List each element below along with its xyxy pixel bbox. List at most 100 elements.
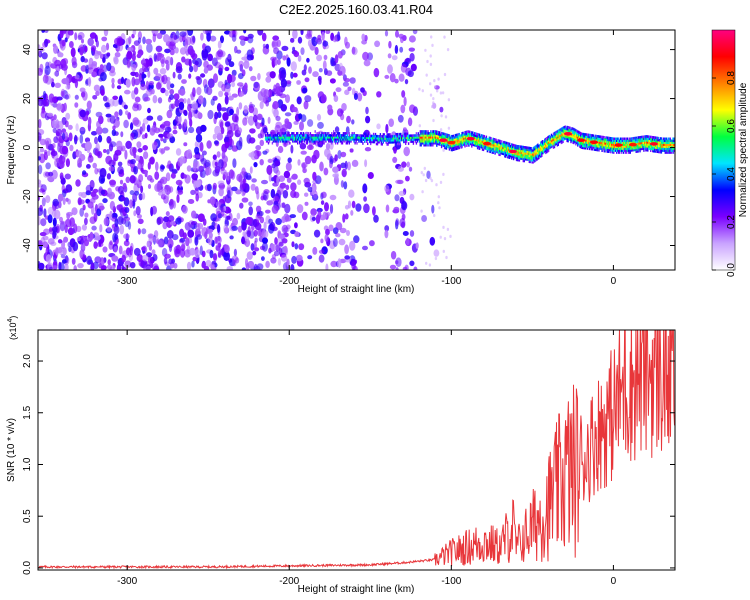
noise-dot	[444, 115, 448, 119]
ridge-cell	[333, 130, 335, 133]
ridge-cell	[445, 141, 448, 144]
noise-blob	[307, 186, 314, 193]
ridge-cell	[615, 149, 617, 152]
ridge-cell	[405, 134, 407, 138]
noise-blob	[307, 119, 314, 127]
ridge-cell	[570, 128, 572, 132]
ridge-cell	[479, 143, 482, 147]
noise-blob	[255, 213, 261, 221]
snr-plot-area	[38, 330, 675, 570]
ridge-cell	[526, 150, 528, 153]
ridge-cell	[413, 134, 416, 137]
ridge-cell	[652, 149, 654, 153]
ridge-cell	[391, 139, 393, 142]
ridge-hotspot	[649, 142, 658, 146]
ridge-cell	[558, 134, 560, 138]
ridge-cell	[609, 146, 611, 150]
noise-blob	[313, 149, 320, 160]
ridge-cell	[584, 141, 587, 144]
ridge-cell	[297, 134, 299, 137]
noise-blob	[209, 249, 214, 259]
ridge-cell	[536, 152, 538, 155]
noise-blob	[389, 264, 397, 270]
noise-blob	[246, 251, 253, 260]
ridge-cell	[365, 136, 367, 140]
noise-blob	[324, 148, 331, 158]
ridge-cell	[315, 136, 317, 139]
ridge-cell	[610, 148, 612, 152]
ridge-cell	[542, 141, 544, 145]
ridge-cell	[623, 145, 626, 148]
ridge-cell	[421, 136, 423, 139]
ridge-cell	[427, 134, 429, 137]
ridge-cell	[643, 137, 645, 140]
noise-blob	[426, 170, 431, 179]
ridge-cell	[582, 146, 584, 150]
ridge-cell	[648, 141, 650, 144]
ridge-cell	[440, 131, 443, 135]
ridge-cell	[653, 138, 655, 141]
ridge-cell	[286, 136, 288, 139]
ridge-cell	[475, 144, 477, 147]
ridge-cell	[294, 140, 296, 143]
ridge-cell	[503, 146, 505, 150]
noise-blob	[183, 142, 188, 147]
ridge-cell	[511, 143, 513, 146]
ridge-cell	[338, 134, 341, 137]
ridge-cell	[466, 144, 468, 147]
ridge-cell	[670, 147, 672, 150]
noise-blob	[283, 170, 291, 179]
ridge-cell	[447, 143, 450, 147]
ridge-cell	[585, 133, 588, 136]
ridge-cell	[342, 136, 345, 139]
noise-blob	[297, 159, 301, 166]
noise-blob	[159, 164, 165, 172]
ridge-cell	[322, 136, 324, 139]
noise-blob	[270, 188, 276, 199]
ridge-cell	[419, 141, 421, 145]
ridge-cell	[553, 137, 556, 141]
ridge-cell	[391, 135, 393, 138]
noise-blob	[372, 206, 376, 216]
ridge-cell	[552, 140, 555, 143]
ridge-cell	[561, 133, 563, 136]
noise-blob	[299, 121, 304, 131]
ridge-cell	[559, 138, 561, 141]
ridge-cell	[312, 140, 314, 143]
ridge-cell	[372, 134, 375, 138]
ridge-cell	[350, 138, 352, 141]
ridge-cell	[499, 141, 501, 145]
ridge-cell	[606, 148, 608, 151]
noise-blob	[344, 244, 349, 255]
ridge-cell	[599, 135, 601, 138]
ridge-cell	[655, 136, 658, 140]
ridge-cell	[519, 155, 522, 158]
ridge-cell	[603, 139, 605, 143]
noise-blob	[169, 48, 175, 56]
noise-blob	[324, 234, 329, 242]
ridge-cell	[420, 143, 422, 147]
ridge-cell	[589, 135, 592, 139]
ridge-cell	[480, 140, 483, 143]
ridge-cell	[435, 130, 437, 133]
noise-blob	[166, 80, 172, 91]
noise-blob	[407, 70, 414, 78]
noise-blob	[318, 249, 325, 254]
ridge-cell	[519, 157, 522, 160]
noise-blob	[433, 249, 440, 257]
ridge-cell	[503, 144, 505, 148]
ridge-cell	[646, 141, 648, 144]
ridge-cell	[525, 146, 527, 149]
noise-blob	[187, 30, 194, 36]
noise-blob	[220, 169, 227, 175]
ridge-cell	[496, 144, 498, 148]
ridge-cell	[427, 132, 429, 135]
noise-blob	[339, 227, 347, 234]
noise-blob	[212, 154, 217, 160]
ridge-cell	[616, 149, 618, 152]
ridge-cell	[270, 136, 273, 139]
ridge-cell	[348, 136, 350, 139]
ridge-cell	[287, 134, 289, 137]
noise-blob	[296, 96, 302, 105]
ridge-cell	[385, 137, 387, 140]
